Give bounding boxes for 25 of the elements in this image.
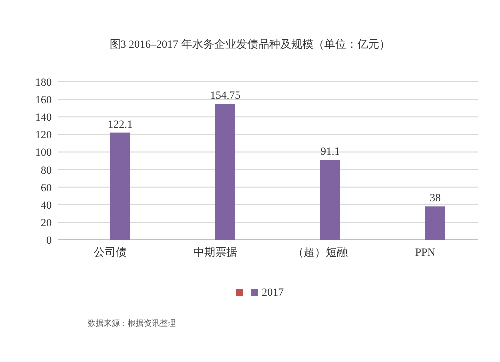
y-tick-label: 160 <box>36 94 52 107</box>
y-tick-label: 0 <box>46 235 52 247</box>
title: 图3 2016–2017 年水务企业发债品种及规模（单位：亿元） <box>110 39 390 51</box>
data-label: 154.75 <box>210 90 242 102</box>
source-note: 数据来源：根据资讯整理 <box>88 319 176 328</box>
y-tick-label: 120 <box>36 130 52 142</box>
bar <box>216 104 236 240</box>
bar <box>320 160 340 240</box>
bar <box>110 132 130 240</box>
legend-label: 2017 <box>262 287 284 299</box>
data-label: 122.1 <box>108 118 133 131</box>
y-tick-label: 180 <box>36 77 52 89</box>
x-tick-label: 公司债 <box>94 247 127 259</box>
y-tick-label: 40 <box>41 200 52 212</box>
y-tick-label: 60 <box>41 182 52 194</box>
bar <box>426 206 446 240</box>
y-tick-label: 100 <box>36 147 52 160</box>
data-label: 38 <box>430 192 442 205</box>
x-tick-label: 中期票据 <box>194 246 238 259</box>
x-tick-label: （超）短融 <box>293 247 348 259</box>
y-tick-label: 140 <box>36 112 52 124</box>
x-tick-label: PPN <box>415 247 436 259</box>
y-tick-label: 80 <box>41 164 52 177</box>
data-label: 91.1 <box>320 146 340 158</box>
y-tick-label: 20 <box>41 217 52 230</box>
